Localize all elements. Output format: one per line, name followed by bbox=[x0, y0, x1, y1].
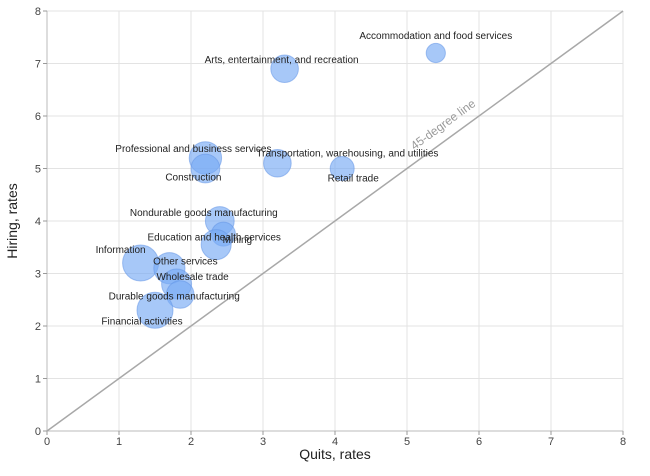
data-point bbox=[270, 54, 299, 84]
reference-line-45-degree bbox=[46, 10, 624, 432]
data-point bbox=[190, 153, 221, 184]
x-tick-label: 1 bbox=[116, 436, 122, 448]
point-label: Financial activities bbox=[101, 316, 182, 327]
point-label: Mining bbox=[223, 235, 252, 246]
x-tick-label: 5 bbox=[404, 436, 410, 448]
data-point bbox=[165, 280, 195, 309]
data-point bbox=[263, 148, 292, 178]
point-label: Construction bbox=[165, 173, 221, 184]
point-label: Other services bbox=[153, 256, 217, 267]
y-tick-label: 4 bbox=[35, 216, 41, 228]
x-tick-label: 6 bbox=[476, 436, 482, 448]
x-tick-label: 2 bbox=[188, 436, 194, 448]
y-tick-label: 7 bbox=[35, 59, 41, 71]
data-point bbox=[329, 156, 355, 181]
point-label: Retail trade bbox=[328, 174, 380, 185]
y-tick-label: 3 bbox=[35, 269, 41, 281]
x-tick-label: 0 bbox=[44, 436, 50, 448]
tick-labels: 0 1 2 3 4 5 6 7 8 0 1 2 3 4 5 6 7 8 bbox=[35, 6, 626, 448]
point-label: Nondurable goods manufacturing bbox=[130, 208, 278, 219]
point-label: Wholesale trade bbox=[156, 272, 229, 283]
y-tick-label: 5 bbox=[35, 164, 41, 176]
point-label: Accommodation and food services bbox=[359, 31, 512, 42]
x-tick-label: 8 bbox=[620, 436, 626, 448]
y-tick-label: 1 bbox=[35, 374, 41, 386]
axes bbox=[43, 10, 624, 435]
point-label: Arts, entertainment, and recreation bbox=[205, 55, 359, 66]
y-tick-label: 6 bbox=[35, 111, 41, 123]
data-points bbox=[122, 42, 446, 329]
point-label: Transportation, warehousing, and utiliti… bbox=[256, 148, 438, 159]
x-tick-label: 7 bbox=[548, 436, 554, 448]
y-tick-label: 2 bbox=[35, 321, 41, 333]
point-label: Education and health services bbox=[147, 233, 280, 244]
point-labels: Accommodation and food services Arts, ent… bbox=[96, 31, 513, 327]
data-point bbox=[136, 291, 174, 329]
y-tick-label: 0 bbox=[35, 426, 41, 438]
y-tick-label: 8 bbox=[35, 6, 41, 18]
x-axis-title: Quits, rates bbox=[299, 446, 371, 462]
point-label: Durable goods manufacturing bbox=[109, 292, 240, 303]
x-tick-label: 3 bbox=[260, 436, 266, 448]
point-label: Professional and business services bbox=[115, 144, 271, 155]
y-axis-title: Hiring, rates bbox=[4, 183, 20, 258]
point-label: Information bbox=[96, 245, 146, 256]
data-point bbox=[425, 42, 446, 64]
x-tick-label: 4 bbox=[332, 436, 338, 448]
data-point bbox=[200, 229, 232, 261]
